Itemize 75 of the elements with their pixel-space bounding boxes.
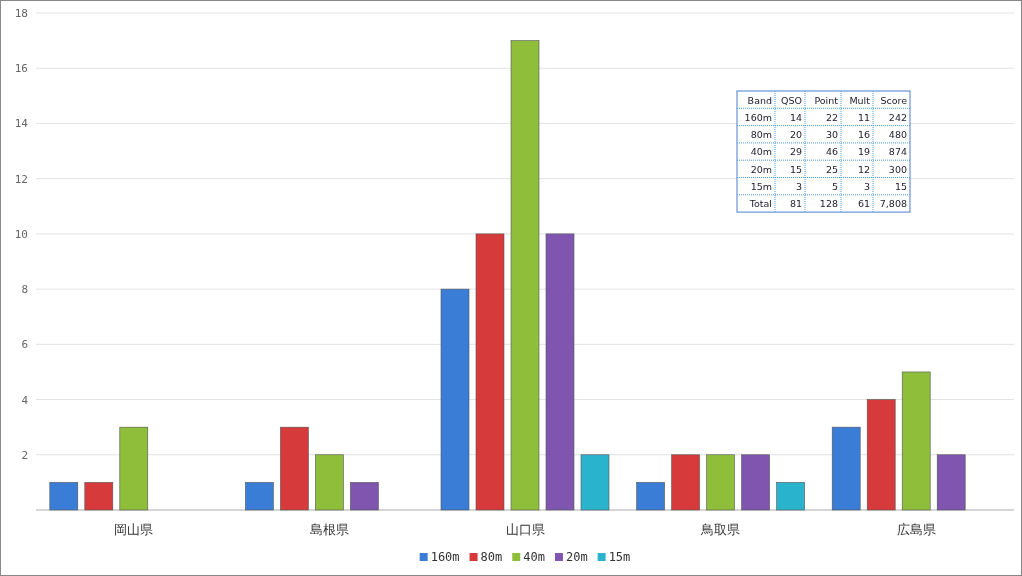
x-tick-label: 山口県 — [505, 522, 545, 537]
annotation: Mult — [849, 94, 871, 106]
legend-label: 80m — [480, 550, 503, 564]
annotation: Point — [814, 94, 839, 106]
y-tick-label: 4 — [21, 393, 29, 407]
annotation: 46 — [825, 146, 838, 158]
annotation: 5 — [831, 181, 838, 192]
y-tick-label: 14 — [14, 117, 29, 131]
annotation: 20m — [750, 163, 772, 175]
annotation: 61 — [857, 198, 870, 210]
bar — [831, 426, 861, 511]
annotation: 11 — [857, 111, 870, 123]
annotation: 12 — [857, 163, 870, 175]
annotation: 128 — [819, 198, 838, 210]
legend-label: 20m — [565, 550, 588, 564]
bar — [49, 482, 79, 511]
y-tick-label: 10 — [14, 227, 28, 241]
annotation: Band — [747, 94, 772, 106]
bar — [440, 288, 470, 511]
bar — [776, 482, 805, 511]
annotation: 20 — [789, 129, 802, 141]
x-tick-label: 岡山県 — [114, 522, 154, 537]
annotation: 15 — [894, 181, 907, 192]
legend-label: 15m — [608, 550, 631, 564]
annotation: 16 — [857, 129, 870, 141]
bar — [315, 454, 344, 511]
legend-label: 40m — [523, 550, 545, 564]
x-tick-label: 島根県 — [309, 522, 349, 537]
annotation: Total — [748, 198, 772, 210]
bar — [245, 482, 274, 511]
annotation: 242 — [888, 111, 907, 123]
y-tick-label: 16 — [14, 62, 28, 76]
y-tick-label: 12 — [14, 172, 28, 186]
annotation: 22 — [825, 111, 838, 123]
annotation: 14 — [789, 111, 802, 123]
annotation: 15m — [750, 181, 772, 192]
annotation: 40m — [750, 146, 772, 158]
annotation: 7,808 — [879, 198, 907, 210]
bar — [671, 454, 700, 511]
bar — [936, 454, 966, 511]
annotation: 29 — [789, 146, 802, 158]
annotation: Score — [880, 94, 908, 106]
bar — [706, 454, 735, 511]
x-tick-label: 鳥取県 — [700, 522, 741, 537]
annotation: 19 — [857, 146, 870, 158]
bar — [119, 426, 149, 511]
annotation: 80m — [750, 129, 772, 141]
annotation: 3 — [795, 181, 802, 192]
bar — [510, 40, 540, 511]
annotation: 15 — [789, 163, 802, 175]
annotation: 25 — [825, 163, 838, 175]
bar — [545, 233, 575, 511]
annotation: 480 — [888, 129, 907, 141]
bar — [475, 233, 505, 511]
annotation: 3 — [863, 181, 870, 192]
annotation: 30 — [825, 129, 838, 141]
y-tick-label: 6 — [21, 338, 28, 352]
annotation: 300 — [888, 163, 907, 175]
bar — [636, 482, 665, 511]
annotation: 874 — [888, 146, 907, 158]
bar — [741, 454, 770, 511]
bar — [350, 482, 379, 511]
bar — [280, 426, 309, 511]
bar — [866, 399, 896, 511]
y-tick-label: 8 — [21, 283, 28, 297]
annotation: QSO — [781, 94, 802, 106]
legend-label: 160m — [430, 550, 460, 564]
bar — [84, 482, 114, 511]
bar — [580, 454, 610, 511]
bar — [901, 371, 931, 511]
y-tick-label: 2 — [21, 448, 28, 462]
x-tick-label: 広島県 — [896, 522, 936, 537]
y-tick-label: 18 — [14, 7, 28, 20]
annotation: 81 — [789, 198, 802, 210]
annotation: 160m — [744, 111, 772, 123]
